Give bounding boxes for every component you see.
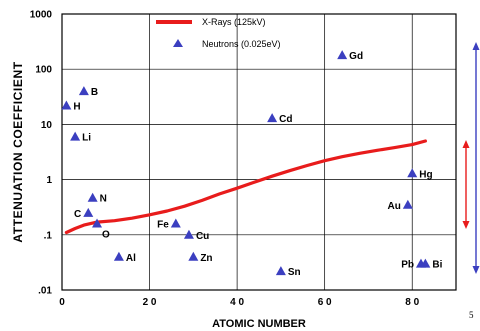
- point-label-hg: Hg: [419, 169, 432, 180]
- xray-range-arrow-head-up: [462, 140, 470, 148]
- neutron-point-h: [61, 100, 72, 110]
- x-tick-label: 4 0: [230, 297, 244, 308]
- neutron-series: HB Li N C O Al Fe Cu Zn Cd Sn Gd Hg Au Pb Bi: [61, 50, 443, 278]
- side-arrows: [462, 42, 480, 274]
- x-tick-label: 0: [59, 297, 65, 308]
- neutron-point-au: [402, 199, 413, 209]
- point-label-o: O: [102, 230, 110, 241]
- point-label-li: Li: [82, 133, 91, 144]
- point-label-bi: Bi: [432, 260, 442, 271]
- y-tick-label: 1000: [30, 10, 53, 21]
- legend-neutron-label: Neutrons (0.025eV): [202, 39, 281, 49]
- y-tick-label: .01: [38, 286, 52, 297]
- y-tick-label: 100: [35, 65, 52, 76]
- point-label-sn: Sn: [288, 267, 301, 278]
- x-axis-title: ATOMIC NUMBER: [212, 318, 306, 330]
- legend-xray-label: X-Rays (125kV): [202, 17, 266, 27]
- xray-line: [64, 139, 427, 235]
- legend-neutron-swatch: [173, 39, 183, 47]
- x-tick-label: 2 0: [143, 297, 157, 308]
- point-label-cd: Cd: [279, 114, 292, 125]
- neutron-point-cu: [183, 229, 194, 239]
- point-label-zn: Zn: [200, 253, 212, 264]
- neutron-range-arrow-head-down: [472, 266, 480, 274]
- neutron-range-arrow: [472, 42, 480, 274]
- xray-range-arrow: [462, 140, 470, 229]
- neutron-point-cd: [267, 113, 278, 123]
- point-label-fe: Fe: [157, 220, 169, 231]
- y-tick-label: 1: [46, 175, 52, 186]
- neutron-point-o: [92, 218, 103, 228]
- x-tick-labels: 0 2 0 4 0 6 0 8 0: [59, 297, 419, 308]
- y-tick-label: .1: [44, 230, 53, 241]
- xray-series: [64, 139, 427, 235]
- x-tick-label: 6 0: [318, 297, 332, 308]
- y-axis-title: ATTENUATION COEFFICIENT: [11, 61, 25, 242]
- neutron-point-c: [83, 207, 94, 217]
- page-number: 5: [469, 310, 474, 320]
- x-tick-label: 8 0: [405, 297, 419, 308]
- xray-range-arrow-head-down: [462, 221, 470, 229]
- neutron-point-li: [70, 131, 81, 141]
- neutron-point-al: [113, 251, 124, 261]
- grid: [61, 13, 456, 291]
- legend: X-Rays (125kV) Neutrons (0.025eV): [156, 17, 281, 49]
- neutron-point-b: [78, 86, 89, 96]
- point-label-b: B: [91, 87, 98, 98]
- neutron-point-zn: [188, 251, 199, 261]
- point-label-n: N: [100, 194, 107, 205]
- neutron-point-gd: [337, 50, 348, 60]
- y-tick-label: 10: [41, 120, 53, 131]
- point-label-gd: Gd: [349, 51, 363, 62]
- neutron-point-fe: [170, 218, 181, 228]
- neutron-point-hg: [407, 168, 418, 178]
- point-label-cu: Cu: [196, 231, 209, 242]
- neutron-range-arrow-head-up: [472, 42, 480, 50]
- plot-frame: [61, 13, 457, 291]
- point-label-pb: Pb: [401, 260, 414, 271]
- neutron-point-sn: [275, 266, 286, 276]
- point-label-al: Al: [126, 253, 136, 264]
- neutron-point-bi: [420, 258, 431, 268]
- y-tick-labels: 1000 100 10 1 .1 .01: [30, 10, 53, 297]
- neutron-point-n: [87, 192, 98, 202]
- point-label-h: H: [73, 101, 80, 112]
- point-label-au: Au: [388, 201, 401, 212]
- point-label-c: C: [74, 209, 81, 220]
